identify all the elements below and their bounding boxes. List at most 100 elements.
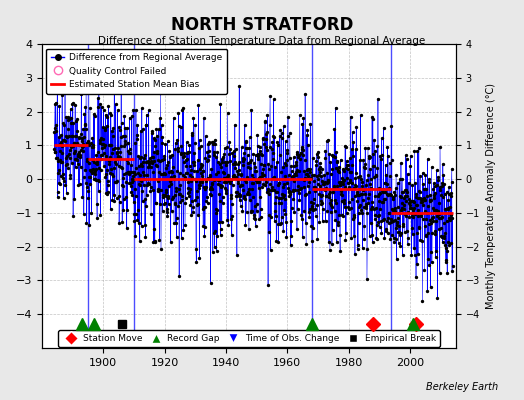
Point bbox=[413, 261, 421, 268]
Point bbox=[365, 154, 374, 161]
Point bbox=[96, 101, 104, 108]
Point bbox=[440, 219, 449, 226]
Point bbox=[428, 164, 436, 170]
Point bbox=[191, 196, 200, 203]
Point bbox=[436, 144, 444, 151]
Point bbox=[165, 148, 173, 154]
Point bbox=[318, 178, 326, 184]
Point bbox=[144, 164, 152, 170]
Point bbox=[216, 232, 225, 239]
Point bbox=[54, 134, 63, 140]
Point bbox=[79, 134, 88, 140]
Point bbox=[278, 214, 286, 220]
Point bbox=[120, 113, 128, 119]
Point bbox=[124, 150, 133, 156]
Point bbox=[384, 192, 392, 198]
Point bbox=[99, 141, 107, 148]
Point bbox=[92, 151, 101, 158]
Point bbox=[447, 179, 456, 185]
Point bbox=[294, 183, 303, 189]
Point bbox=[341, 184, 350, 190]
Point bbox=[349, 153, 357, 160]
Point bbox=[445, 184, 453, 190]
Point bbox=[270, 174, 278, 180]
Point bbox=[331, 197, 340, 203]
Point bbox=[188, 174, 196, 180]
Point bbox=[199, 222, 208, 229]
Point bbox=[99, 152, 107, 158]
Point bbox=[97, 103, 106, 110]
Point bbox=[131, 233, 139, 239]
Point bbox=[292, 159, 300, 166]
Point bbox=[393, 222, 401, 228]
Point bbox=[251, 203, 259, 209]
Point bbox=[52, 155, 61, 161]
Point bbox=[147, 158, 155, 165]
Point bbox=[95, 82, 103, 88]
Point bbox=[442, 257, 451, 263]
Point bbox=[117, 133, 126, 140]
Point bbox=[290, 170, 299, 177]
Point bbox=[249, 212, 258, 218]
Point bbox=[444, 196, 452, 203]
Point bbox=[311, 184, 320, 190]
Point bbox=[421, 172, 429, 178]
Point bbox=[284, 114, 292, 120]
Point bbox=[354, 174, 363, 180]
Point bbox=[115, 220, 123, 226]
Point bbox=[360, 236, 368, 243]
Point bbox=[368, 114, 376, 120]
Point bbox=[283, 133, 292, 140]
Point bbox=[192, 246, 200, 252]
Point bbox=[292, 149, 301, 156]
Point bbox=[199, 168, 207, 174]
Point bbox=[173, 144, 182, 151]
Point bbox=[189, 114, 198, 121]
Point bbox=[403, 170, 412, 177]
Point bbox=[267, 187, 275, 194]
Point bbox=[223, 159, 232, 165]
Point bbox=[78, 144, 86, 150]
Point bbox=[75, 148, 84, 155]
Point bbox=[330, 125, 339, 132]
Point bbox=[340, 177, 348, 183]
Point bbox=[402, 198, 410, 204]
Point bbox=[273, 189, 281, 195]
Point bbox=[439, 161, 447, 167]
Point bbox=[312, 158, 321, 164]
Point bbox=[213, 207, 221, 213]
Point bbox=[143, 111, 151, 118]
Point bbox=[200, 233, 209, 240]
Point bbox=[387, 219, 396, 225]
Point bbox=[389, 196, 397, 202]
Point bbox=[195, 145, 203, 152]
Point bbox=[363, 177, 371, 183]
Point bbox=[277, 200, 285, 206]
Point bbox=[232, 193, 241, 200]
Point bbox=[211, 244, 219, 251]
Point bbox=[194, 185, 203, 191]
Point bbox=[319, 218, 327, 224]
Point bbox=[374, 193, 383, 199]
Point bbox=[112, 179, 120, 185]
Point bbox=[163, 213, 171, 219]
Point bbox=[78, 194, 86, 200]
Point bbox=[165, 182, 173, 189]
Point bbox=[258, 183, 266, 190]
Point bbox=[367, 184, 375, 191]
Point bbox=[185, 163, 194, 170]
Point bbox=[209, 141, 217, 147]
Point bbox=[314, 176, 322, 183]
Point bbox=[174, 123, 183, 130]
Point bbox=[219, 194, 227, 200]
Point bbox=[178, 193, 187, 199]
Point bbox=[272, 189, 281, 196]
Point bbox=[260, 162, 268, 168]
Point bbox=[387, 216, 395, 222]
Point bbox=[211, 141, 219, 147]
Point bbox=[443, 206, 452, 212]
Point bbox=[74, 153, 82, 159]
Point bbox=[276, 220, 284, 227]
Point bbox=[400, 229, 409, 235]
Point bbox=[52, 121, 60, 128]
